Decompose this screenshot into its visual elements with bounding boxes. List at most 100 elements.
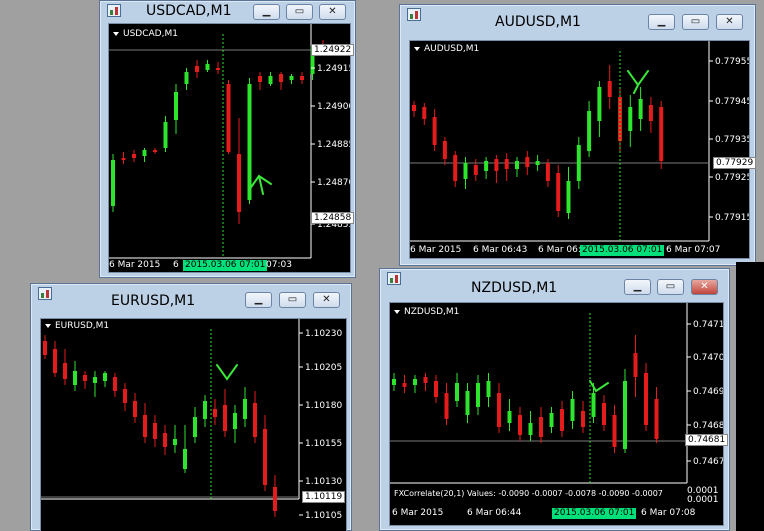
eurusd-titlebar[interactable]: EURUSD,M1 ▁ ▭ ✕ [31,284,351,309]
audusd-chart[interactable]: AUDUSD,M1 0.77955 0.77945 0.77935 0.77925 0.… [410,41,749,258]
price-tick-label: 0.74685 [693,421,723,431]
candle-body [174,92,178,120]
current-price-label: 0.77929 [713,157,757,169]
hand-drawn-arrow [627,70,649,94]
indicator-label: FXCorrelate(20,1) Values: -0.0090 -0.000… [394,489,663,498]
eurusd-chart[interactable]: EURUSD,M1 1.10230 1.10205 1.10180 1.10155 1.… [41,319,346,531]
candle-body [497,393,501,427]
candle-body [560,409,564,431]
audusd-titlebar[interactable]: AUDUSD,M1 ▁ ▭ ✕ [400,5,755,30]
candle-body [476,383,480,407]
candle-body [465,391,470,415]
audusd-window[interactable]: AUDUSD,M1 ▁ ▭ ✕ AUDUSD,M1 0.77955 0.77945… [399,4,757,266]
close-button[interactable]: ✕ [313,292,340,308]
chart-window-icon[interactable] [407,8,421,21]
candle-body [453,155,458,181]
crosshair-time-label: 2015.03.06 07:01 [183,260,268,271]
minimize-button[interactable]: ▁ [253,4,280,20]
price-tick-label: 1.10230 [305,329,342,339]
audusd-chart-area[interactable]: AUDUSD,M1 0.77955 0.77945 0.77935 0.77925 0.… [409,40,757,259]
candle-body [442,141,447,159]
close-button[interactable]: ✕ [716,14,743,30]
candle-body [633,353,638,377]
nzdusd-window[interactable]: NZDUSD,M1 ▁ ▭ ✕ NZDUSD,M1 FXCorrelate(20… [379,268,730,531]
usdcad-window[interactable]: USDCAD,M1 ▁ ▭ ✕ USDCAD,M1 1.24915 1.24900… [99,0,356,278]
current-price-label: 1.24922 [311,44,355,56]
minimize-button[interactable]: ▁ [245,292,272,308]
symbol-label: USDCAD,M1 [123,29,178,39]
eurusd-window[interactable]: EURUSD,M1 ▁ ▭ ✕ EURUSD,M1 1.10230 1.10205… [30,283,352,531]
candle-body [273,487,277,511]
eurusd-window-title: EURUSD,M1 [111,293,196,309]
candle-body [279,74,283,82]
candle-body [423,377,428,383]
sub-label-2: 0.0001 [687,495,719,505]
price-tick-label: 1.10180 [305,401,342,411]
usdcad-window-title: USDCAD,M1 [146,3,232,19]
chart-menu-arrow-icon [113,32,119,36]
candle-body [444,393,449,419]
chart-window-icon[interactable] [38,287,52,300]
minimize-button[interactable]: ▁ [624,279,651,295]
candle-body [111,160,115,206]
maximize-button[interactable]: ▭ [657,279,684,295]
candle-body [494,159,499,171]
candle-body [392,379,396,385]
candle-body [193,417,197,437]
candle-body [602,403,606,425]
nzdusd-titlebar[interactable]: NZDUSD,M1 ▁ ▭ ✕ [380,269,729,296]
candle-body [597,87,602,121]
candle-body [243,399,247,419]
candle-body [612,415,617,447]
candle-body [504,159,509,169]
candle-body [216,68,220,70]
candle-body [432,117,437,145]
maximize-button[interactable]: ▭ [286,4,313,20]
candle-body [163,122,168,148]
candle-body [233,413,237,429]
price-tick-label: 1.10130 [305,477,342,487]
candle-body [258,76,262,82]
candle-body [153,423,157,439]
candle-body [623,381,627,449]
candle-body [263,429,267,485]
sub-label-1: 0.0001 [687,486,719,496]
candle-body [223,405,227,431]
candle-body [203,401,207,419]
maximize-button[interactable]: ▭ [682,14,709,30]
candle-body [63,363,67,379]
usdcad-chart[interactable]: USDCAD,M1 1.24915 1.24900 1.24885 1.24870 1.… [109,24,350,272]
eurusd-chart-area[interactable]: EURUSD,M1 1.10230 1.10205 1.10180 1.10155 1.… [40,318,347,531]
usdcad-chart-area[interactable]: USDCAD,M1 1.24915 1.24900 1.24885 1.24870 1.… [108,23,355,273]
candle-body [173,439,177,445]
hand-drawn-arrow [248,174,272,195]
minimize-button[interactable]: ▁ [648,14,675,30]
chart-window-icon[interactable] [107,4,121,17]
candle-body [654,399,659,439]
candle-body [644,373,648,425]
candle-body [73,371,77,385]
candle-body [142,150,147,156]
candle-body [648,105,653,121]
candle-body [570,399,575,421]
candle-body [412,105,416,111]
time-label-mid: 6 [173,260,179,270]
chart-window-icon[interactable] [387,272,401,285]
candle-body [183,449,187,469]
maximize-button[interactable]: ▭ [279,292,306,308]
time-label-start: 6 Mar 2015 [109,260,161,270]
nzdusd-chart[interactable]: NZDUSD,M1 FXCorrelate(20,1) Values: -0.0… [390,303,723,525]
candle-body [132,154,136,158]
usdcad-titlebar[interactable]: USDCAD,M1 ▁ ▭ ✕ [100,1,355,23]
price-tick-label: 1.24900 [317,102,350,112]
nzdusd-chart-area[interactable]: NZDUSD,M1 FXCorrelate(20,1) Values: -0.0… [389,302,729,526]
time-label-end: 6 Mar 07:08 [641,508,696,518]
candle-body [195,66,199,72]
candle-body [184,72,189,84]
candle-body [659,107,664,161]
candle-body [133,401,137,417]
close-button[interactable]: ✕ [319,4,346,20]
candle-body [143,415,147,437]
close-button[interactable]: ✕ [691,279,718,295]
candle-body [463,163,468,179]
